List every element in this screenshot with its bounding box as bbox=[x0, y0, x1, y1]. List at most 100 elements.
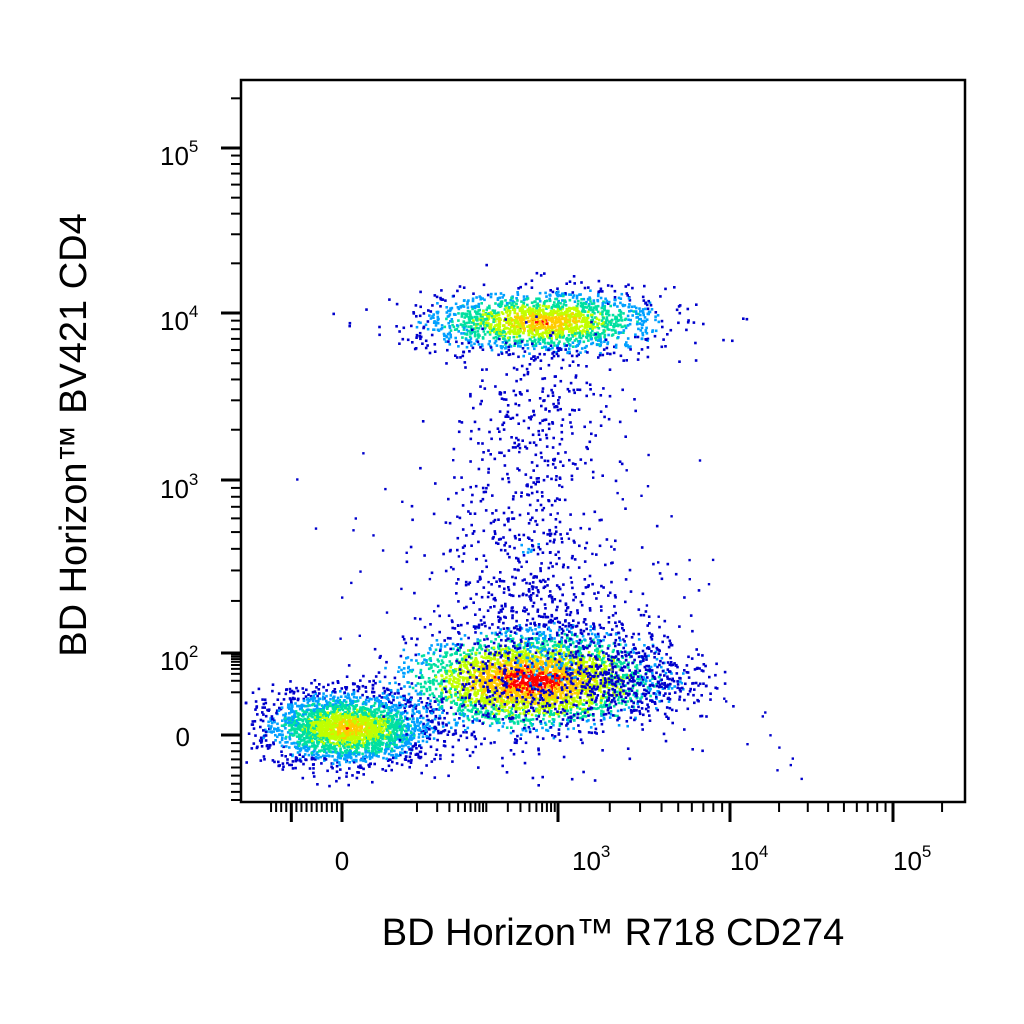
data-point bbox=[409, 700, 412, 704]
data-point bbox=[490, 646, 494, 650]
data-point bbox=[374, 725, 377, 728]
data-point bbox=[291, 753, 294, 757]
data-point bbox=[425, 689, 429, 693]
data-point bbox=[400, 729, 403, 733]
data-point bbox=[479, 661, 483, 664]
data-point bbox=[360, 717, 363, 721]
data-point bbox=[339, 768, 342, 771]
data-point bbox=[383, 721, 387, 724]
data-point bbox=[583, 679, 586, 682]
data-point bbox=[284, 692, 288, 696]
data-point bbox=[429, 745, 433, 749]
data-point bbox=[339, 695, 343, 698]
data-point bbox=[323, 712, 326, 715]
data-point bbox=[491, 688, 494, 692]
data-point bbox=[336, 742, 339, 745]
data-point bbox=[304, 695, 308, 698]
data-point bbox=[622, 692, 626, 696]
data-point bbox=[361, 702, 365, 706]
data-point bbox=[340, 707, 344, 710]
data-point bbox=[282, 698, 286, 701]
data-point bbox=[316, 744, 319, 748]
data-point bbox=[335, 764, 339, 768]
data-point bbox=[344, 758, 347, 761]
data-point bbox=[523, 652, 527, 655]
data-point bbox=[288, 733, 292, 737]
data-point bbox=[602, 716, 606, 720]
data-point bbox=[256, 745, 259, 749]
data-point bbox=[564, 664, 568, 667]
data-point bbox=[658, 693, 661, 696]
data-point bbox=[358, 723, 362, 726]
data-point bbox=[425, 663, 428, 666]
data-point bbox=[313, 697, 317, 700]
data-point bbox=[617, 701, 621, 705]
data-point bbox=[422, 654, 426, 657]
data-point bbox=[550, 658, 554, 662]
data-point bbox=[486, 702, 489, 705]
data-point bbox=[252, 742, 256, 745]
data-point bbox=[395, 743, 398, 747]
data-point bbox=[485, 655, 488, 659]
data-point bbox=[487, 682, 490, 686]
data-point bbox=[457, 647, 460, 650]
data-point bbox=[576, 664, 580, 667]
data-point bbox=[484, 715, 487, 719]
data-point bbox=[389, 741, 392, 745]
data-point bbox=[510, 691, 513, 695]
data-point bbox=[407, 741, 411, 744]
data-point bbox=[283, 723, 286, 727]
data-point bbox=[382, 729, 386, 733]
data-point bbox=[394, 681, 397, 685]
data-point bbox=[415, 747, 418, 750]
data-point bbox=[540, 646, 544, 650]
data-point bbox=[278, 706, 281, 710]
data-point bbox=[376, 747, 380, 750]
data-point bbox=[385, 718, 389, 722]
data-point bbox=[435, 748, 439, 751]
data-point bbox=[290, 707, 293, 711]
data-point bbox=[340, 737, 344, 740]
data-point bbox=[391, 705, 395, 709]
data-point bbox=[424, 727, 428, 731]
data-point bbox=[540, 676, 543, 679]
data-point bbox=[454, 677, 457, 680]
data-point bbox=[426, 697, 430, 700]
data-point bbox=[352, 695, 356, 699]
data-point bbox=[264, 739, 268, 742]
data-point bbox=[521, 728, 525, 732]
data-point bbox=[559, 703, 562, 706]
data-point bbox=[376, 736, 380, 740]
data-point bbox=[320, 762, 323, 765]
data-point bbox=[474, 627, 477, 630]
data-point bbox=[421, 735, 425, 738]
data-point bbox=[582, 688, 585, 691]
data-point bbox=[401, 737, 404, 741]
data-point bbox=[278, 741, 282, 744]
data-point bbox=[406, 733, 410, 737]
data-point bbox=[355, 726, 359, 729]
data-point bbox=[294, 702, 297, 705]
data-point bbox=[430, 711, 434, 715]
data-point bbox=[431, 692, 434, 695]
data-point bbox=[409, 737, 412, 741]
data-point bbox=[455, 650, 458, 654]
data-point bbox=[584, 715, 588, 718]
data-point bbox=[555, 712, 558, 715]
data-point bbox=[398, 734, 402, 737]
data-point bbox=[450, 695, 453, 699]
data-point bbox=[312, 767, 315, 770]
data-point bbox=[524, 694, 528, 697]
data-point bbox=[320, 730, 323, 734]
data-point bbox=[344, 730, 347, 734]
data-point bbox=[331, 707, 335, 710]
data-point bbox=[409, 752, 412, 755]
data-point bbox=[393, 741, 396, 745]
data-point bbox=[555, 690, 558, 694]
data-point bbox=[332, 699, 335, 702]
data-point bbox=[395, 720, 398, 724]
data-point bbox=[337, 752, 340, 755]
data-point bbox=[454, 721, 458, 725]
data-point bbox=[244, 701, 248, 705]
data-point bbox=[450, 726, 453, 730]
